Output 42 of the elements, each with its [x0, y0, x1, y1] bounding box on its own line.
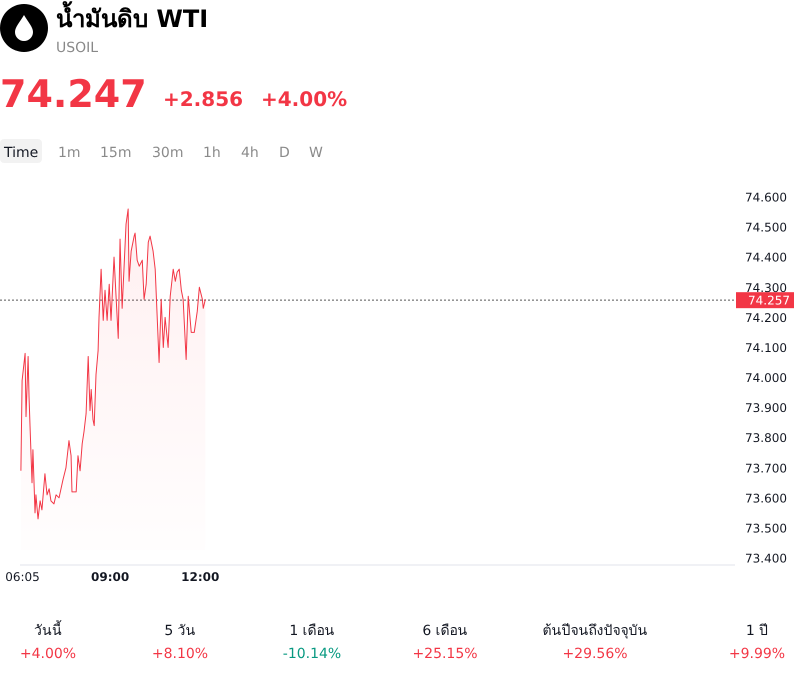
category-label: ต้นปีจนถึงปัจจุบัน: [542, 623, 648, 639]
data-label: -10.14%: [282, 646, 342, 662]
text: 4h: [241, 145, 259, 161]
y-tick-label: 74.000: [745, 371, 787, 385]
data-label: +8.10%: [152, 646, 208, 662]
y-tick-label: 73.800: [745, 431, 787, 446]
text: +2.856: [163, 87, 244, 111]
y-tick-label: 74.600: [745, 190, 787, 204]
category-label: 6 เดือน: [422, 623, 468, 639]
category-label: วันนี้: [34, 620, 62, 639]
category-label: 5 วัน: [164, 623, 196, 639]
x-tick-label: 09:00: [91, 570, 130, 584]
category-label: 1 เดือน: [289, 623, 335, 639]
data-label: +25.15%: [412, 646, 478, 662]
chart-subtitle: USOIL: [56, 40, 98, 56]
x-tick-label: 12:00: [181, 570, 220, 584]
chart-title: น้ำมันดิบ WTI: [56, 0, 208, 33]
text: 1h: [203, 145, 221, 161]
y-tick-label: 74.300: [745, 280, 787, 295]
category-label: 1 ปี: [746, 623, 768, 639]
y-tick-label: 73.500: [745, 521, 787, 536]
text: Time: [3, 145, 38, 161]
y-tick-label: 73.700: [745, 461, 787, 476]
text: 30m: [152, 145, 184, 161]
y-tick-label: 74.500: [745, 220, 787, 235]
data-label: +4.00%: [20, 646, 76, 662]
ref-line-label: 74.257: [748, 294, 790, 308]
text: W: [309, 145, 323, 161]
y-tick-label: 74.100: [745, 340, 787, 355]
text: D: [279, 145, 290, 161]
y-tick-label: 73.400: [745, 552, 787, 566]
text: 15m: [100, 145, 132, 161]
x-tick-label: 06:05: [5, 570, 40, 584]
data-label: +29.56%: [562, 646, 628, 662]
text: 74.247: [0, 72, 147, 116]
y-tick-label: 74.400: [745, 250, 787, 265]
text: +4.00%: [261, 87, 348, 111]
y-tick-label: 73.600: [745, 491, 787, 506]
y-tick-label: 74.200: [745, 310, 787, 325]
data-label: +9.99%: [728, 646, 786, 662]
text: 1m: [58, 145, 81, 161]
y-tick-label: 73.900: [745, 401, 787, 416]
